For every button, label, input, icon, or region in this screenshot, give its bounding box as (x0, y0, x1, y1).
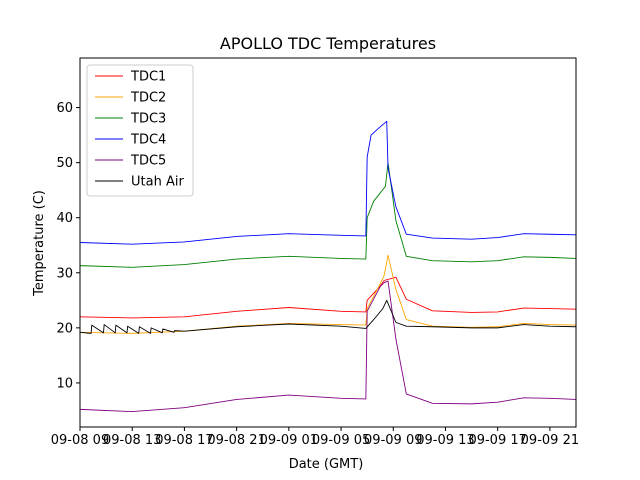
y-axis-label: Temperature (C) (32, 190, 47, 297)
plot-frame (79, 57, 577, 428)
series-line-tdc3 (80, 162, 576, 268)
x-axis-label: Date (GMT) (289, 457, 364, 472)
series-line-tdc1 (80, 276, 576, 319)
series-line-tdc5 (80, 280, 576, 413)
y-axis: 10 20 30 40 50 60 (56, 101, 80, 391)
x-tick-label: 09-09 13 (416, 433, 474, 448)
legend-label: TDC5 (130, 154, 166, 169)
series-line-tdc2 (80, 254, 576, 334)
legend-label: TDC2 (130, 91, 166, 106)
x-tick-label: 09-09 17 (468, 433, 526, 448)
legend-label: Utah Air (131, 175, 184, 190)
legend-label: TDC1 (130, 70, 166, 85)
x-tick-label: 09-09 21 (521, 433, 579, 448)
series-line-utah-air (80, 299, 576, 334)
x-tick-label: 09-09 01 (260, 433, 318, 448)
y-tick-label: 30 (56, 266, 73, 281)
legend-label: TDC4 (130, 133, 166, 148)
y-tick-label: 50 (56, 156, 73, 171)
legend: TDC1 TDC2 TDC3 TDC4 TDC5 Utah Air (86, 64, 194, 197)
y-tick-label: 40 (56, 211, 73, 226)
plot-area (79, 57, 577, 428)
x-tick-label: 09-09 05 (312, 433, 370, 448)
series-line-tdc4 (80, 120, 576, 245)
legend-frame (86, 64, 194, 197)
x-tick-label: 09-08 09 (51, 433, 109, 448)
y-tick-label: 60 (56, 101, 73, 116)
x-tick-label: 09-08 13 (103, 433, 161, 448)
x-tick-label: 09-09 09 (364, 433, 422, 448)
chart-title: APOLLO TDC Temperatures (220, 34, 436, 53)
y-tick-label: 20 (56, 321, 73, 336)
legend-label: TDC3 (130, 112, 166, 127)
x-tick-label: 09-08 21 (207, 433, 265, 448)
x-tick-label: 09-08 17 (155, 433, 213, 448)
series-group (80, 120, 576, 413)
y-tick-label: 10 (56, 376, 73, 391)
